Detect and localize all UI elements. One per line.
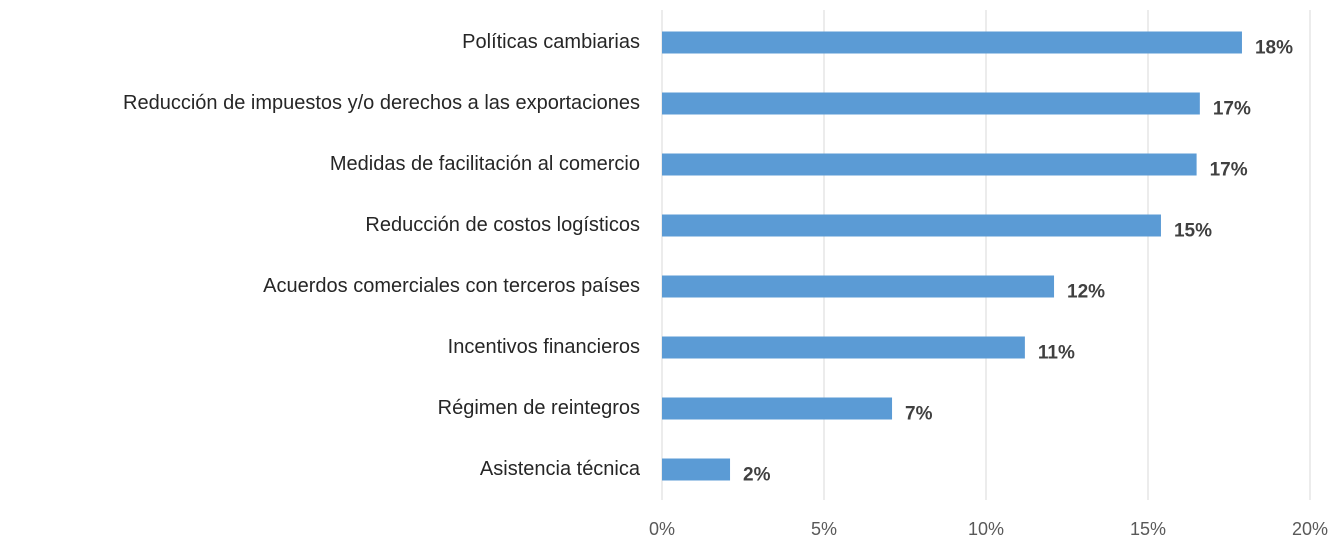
value-label: 12% bbox=[1067, 282, 1105, 303]
y-tick-label: Régimen de reintegros bbox=[438, 397, 640, 419]
bar bbox=[662, 214, 1161, 237]
y-tick-label: Incentivos financieros bbox=[448, 336, 640, 358]
value-label: 11% bbox=[1038, 343, 1075, 364]
bar bbox=[662, 92, 1200, 115]
bar bbox=[662, 397, 893, 420]
x-tick-label: 15% bbox=[1130, 519, 1166, 539]
bar bbox=[662, 458, 731, 481]
bar bbox=[662, 31, 1242, 54]
value-label: 7% bbox=[905, 404, 933, 425]
value-label: 17% bbox=[1210, 160, 1248, 181]
x-tick-label: 10% bbox=[968, 519, 1004, 539]
y-tick-label: Asistencia técnica bbox=[480, 458, 641, 480]
y-tick-label: Acuerdos comerciales con terceros países bbox=[263, 275, 640, 297]
bar bbox=[662, 336, 1025, 359]
value-label: 17% bbox=[1213, 99, 1251, 120]
y-tick-label: Reducción de costos logísticos bbox=[365, 214, 640, 236]
value-label: 15% bbox=[1174, 221, 1212, 242]
value-label: 18% bbox=[1255, 38, 1293, 59]
y-tick-label: Medidas de facilitación al comercio bbox=[330, 153, 640, 175]
value-label: 2% bbox=[743, 465, 771, 486]
y-tick-label: Políticas cambiarias bbox=[462, 31, 640, 53]
y-tick-label: Reducción de impuestos y/o derechos a la… bbox=[123, 92, 640, 114]
x-tick-label: 0% bbox=[649, 519, 675, 539]
bar bbox=[662, 275, 1055, 298]
x-tick-label: 20% bbox=[1292, 519, 1328, 539]
x-tick-label: 5% bbox=[811, 519, 837, 539]
bar bbox=[662, 153, 1197, 176]
